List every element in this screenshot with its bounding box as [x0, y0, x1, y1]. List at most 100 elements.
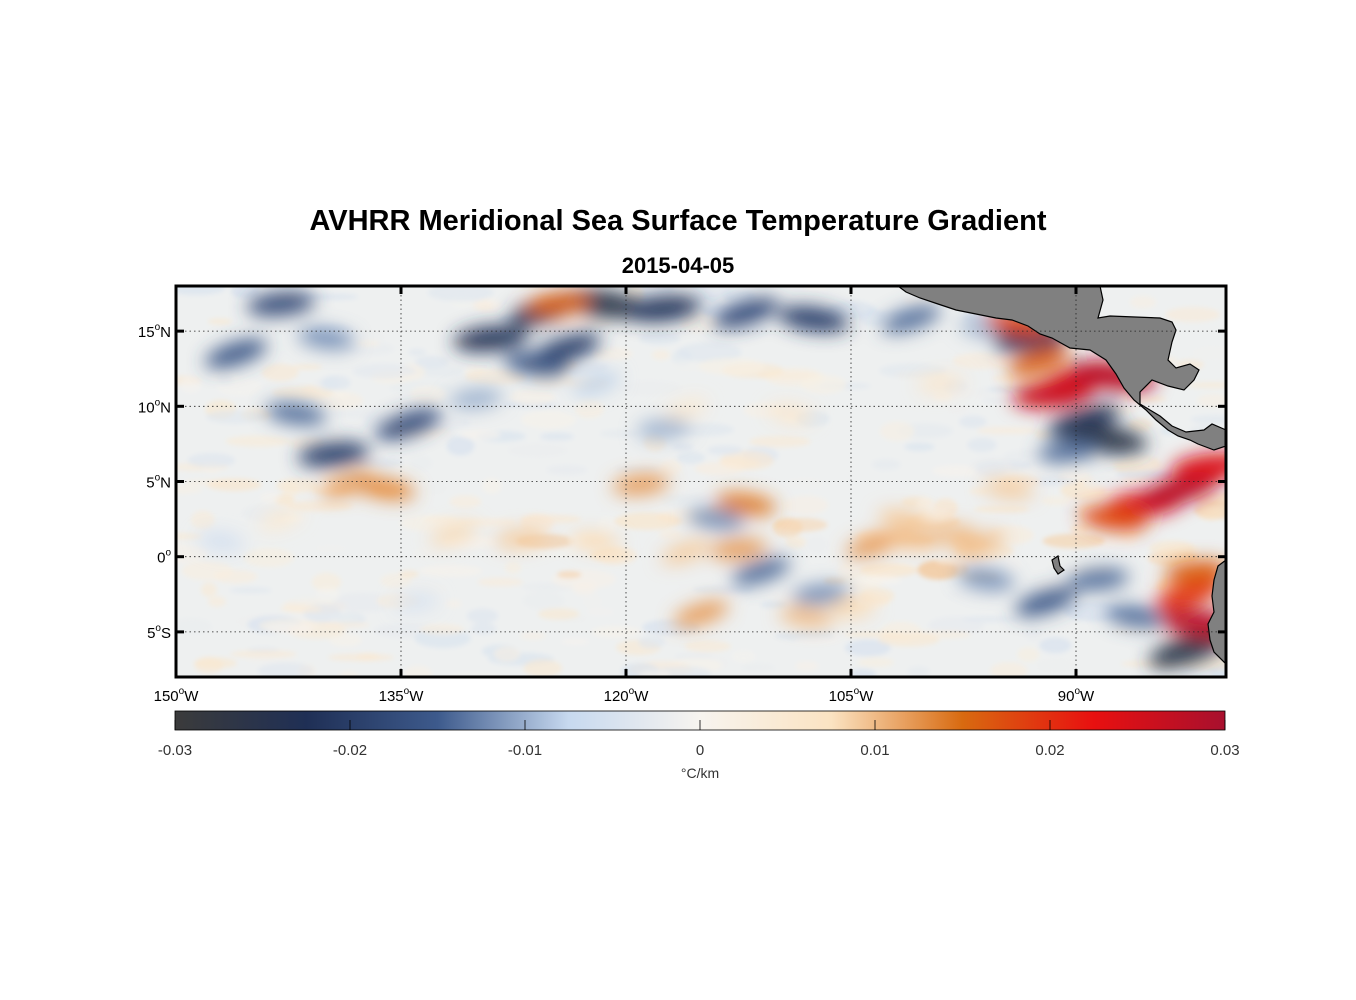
texture-blob: [207, 478, 262, 492]
texture-blob: [419, 565, 483, 577]
texture-blob: [879, 363, 947, 379]
texture-blob: [944, 389, 997, 399]
texture-blob: [411, 547, 431, 560]
texture-blob: [446, 436, 475, 456]
texture-blob: [272, 386, 334, 400]
texture-blob: [459, 429, 501, 440]
gradient-feature: [612, 474, 670, 495]
texture-blob: [871, 458, 901, 471]
gradient-feature: [661, 540, 711, 565]
map-plot-area: [176, 286, 1226, 677]
texture-blob: [850, 668, 876, 677]
gradient-feature: [265, 402, 327, 426]
texture-blob: [1167, 669, 1213, 677]
texture-blob: [320, 376, 340, 391]
texture-blob: [408, 348, 427, 356]
texture-blob: [356, 340, 380, 347]
texture-blob: [551, 400, 585, 409]
gradient-feature: [1012, 379, 1095, 409]
texture-blob: [679, 312, 720, 333]
texture-blob: [493, 646, 520, 662]
land-central-america: [897, 286, 1226, 451]
gradient-feature: [709, 538, 768, 560]
texture-blob: [681, 286, 740, 296]
gradient-feature: [495, 528, 547, 549]
gradient-feature: [526, 292, 591, 316]
colorbar-ticks: -0.03 -0.02 -0.01 0 0.01 0.02 0.03: [158, 720, 1240, 759]
texture-blob: [510, 388, 556, 406]
texture-blob: [229, 587, 272, 594]
gradient-feature: [952, 532, 1005, 558]
texture-blob: [1128, 418, 1152, 433]
texture-blob: [760, 600, 787, 609]
gradient-feature: [571, 532, 621, 552]
gradient-feature: [356, 477, 416, 501]
texture-blob: [181, 561, 233, 581]
gradient-feature: [259, 508, 303, 530]
gradient-feature: [779, 606, 833, 628]
gradient-feature: [375, 409, 442, 440]
texture-blob: [932, 465, 981, 477]
texture-blob: [1042, 533, 1106, 549]
lon-tick-label: 105oW: [829, 686, 875, 705]
texture-blob: [1061, 461, 1088, 481]
texture-blob: [969, 456, 1013, 476]
texture-blob: [465, 368, 527, 385]
colorbar-tick-label: 0.03: [1210, 742, 1239, 759]
texture-blob: [672, 443, 694, 451]
gradient-feature: [673, 600, 729, 627]
texture-blob: [538, 608, 580, 620]
texture-blob: [661, 494, 687, 507]
texture-blob: [329, 614, 358, 623]
texture-blob: [946, 403, 970, 415]
texture-blob: [408, 454, 433, 472]
texture-blob: [201, 582, 217, 597]
texture-blob: [482, 478, 502, 494]
map-subtitle-date: 2015-04-05: [621, 253, 735, 278]
texture-blob: [318, 621, 370, 628]
texture-blob: [1023, 626, 1044, 641]
texture-blob: [991, 374, 1044, 383]
texture-blob: [1070, 524, 1090, 534]
texture-blob: [694, 461, 745, 476]
texture-blob: [959, 415, 987, 428]
texture-blob: [466, 608, 499, 624]
texture-blob: [586, 608, 615, 616]
colorbar-unit-label: °C/km: [681, 765, 719, 781]
texture-blob: [731, 650, 756, 663]
texture-blob: [614, 465, 658, 473]
texture-blob: [520, 632, 546, 640]
gradient-feature: [825, 599, 877, 619]
gradient-feature: [453, 325, 529, 352]
texture-blob: [176, 286, 226, 295]
texture-blob: [176, 532, 203, 540]
texture-blob: [591, 347, 633, 361]
gradient-feature: [777, 306, 850, 333]
gradient-feature: [687, 508, 745, 530]
texture-blob: [784, 495, 829, 515]
gradient-feature: [204, 339, 268, 369]
gradient-feature: [1154, 578, 1223, 611]
texture-blob: [823, 577, 845, 586]
gradient-feature: [429, 522, 478, 546]
gradient-feature: [664, 398, 708, 420]
texture-blob: [1190, 415, 1226, 424]
texture-blob: [952, 352, 1010, 370]
gradient-feature: [1079, 506, 1148, 532]
texture-blob: [859, 587, 895, 604]
gradient-feature: [1163, 560, 1226, 584]
texture-blob: [520, 513, 554, 534]
gradient-feature: [1038, 440, 1099, 463]
texture-blob: [1192, 345, 1226, 361]
texture-blob: [973, 505, 1030, 513]
texture-blob: [1129, 295, 1157, 309]
texture-blob: [257, 662, 314, 677]
lat-tick-label: 0o: [157, 548, 171, 567]
gradient-feature: [1007, 346, 1070, 376]
gradient-features: [197, 289, 1226, 669]
texture-blob: [546, 465, 588, 475]
land-south-america: [1207, 559, 1226, 665]
texture-blob: [795, 636, 842, 645]
lon-tick-label: 120oW: [604, 686, 650, 705]
texture-blob: [1122, 395, 1167, 403]
